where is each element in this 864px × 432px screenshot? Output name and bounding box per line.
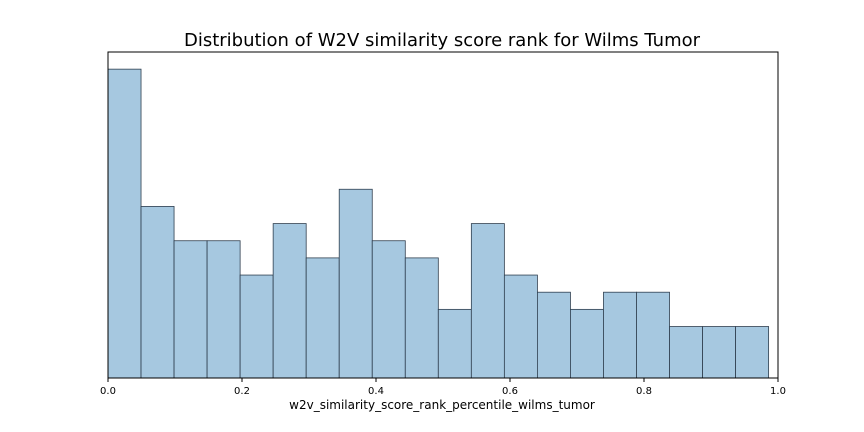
x-tick-label-1: 0.2 <box>234 386 250 397</box>
histogram-bar-14 <box>570 308 604 379</box>
histogram-bar-5 <box>272 223 307 379</box>
plot-frame <box>107 51 779 379</box>
histogram-bar-7 <box>338 188 373 379</box>
x-tick-label-3: 0.6 <box>502 386 518 397</box>
x-tick-label-4: 0.8 <box>636 386 652 397</box>
histogram-bar-9 <box>404 257 439 379</box>
histogram-bar-10 <box>437 308 472 379</box>
histogram-bar-12 <box>503 274 538 379</box>
histogram-bar-6 <box>305 257 340 379</box>
x-axis-label: w2v_similarity_score_rank_percentile_wil… <box>289 398 595 412</box>
histogram-bar-1 <box>140 206 175 379</box>
histogram-bar-17 <box>669 326 703 379</box>
chart-title: Distribution of W2V similarity score ran… <box>184 30 701 51</box>
x-tick-label-5: 1.0 <box>770 386 786 397</box>
histogram-bar-13 <box>537 291 571 379</box>
histogram-bar-19 <box>735 326 770 379</box>
histogram-bar-16 <box>636 291 670 379</box>
x-axis-ticks: 0.0 0.2 0.4 0.6 0.8 1.0 <box>100 378 786 397</box>
bars-group <box>107 68 770 379</box>
histogram-bar-2 <box>173 240 208 379</box>
histogram-bar-4 <box>239 274 274 379</box>
x-tick-label-2: 0.4 <box>368 386 384 397</box>
histogram-bar-8 <box>371 240 406 379</box>
histogram-bar-15 <box>603 291 637 379</box>
histogram-bar-0 <box>107 68 142 379</box>
histogram-bar-18 <box>702 326 736 379</box>
x-tick-label-0: 0.0 <box>100 386 116 397</box>
histogram-bar-11 <box>470 223 505 379</box>
histogram-bar-3 <box>206 240 241 379</box>
